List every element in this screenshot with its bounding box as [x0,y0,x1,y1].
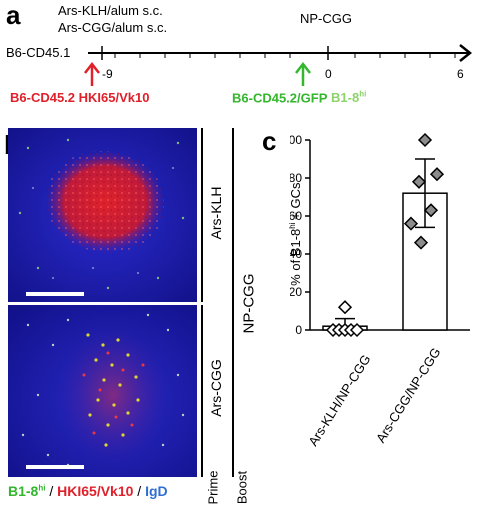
data-point [411,174,427,189]
transfer-arrowhead-red [84,61,100,74]
legend-hki: HKI65/Vk10 [57,483,134,499]
timeline-axis [84,44,473,86]
strain-label: B6-CD45.1 [6,45,71,60]
micrograph-ars-cgg [8,305,197,477]
immunization-line-1: Ars-KLH/alum s.c. [58,3,163,18]
transfer-arrowhead-green [295,61,311,74]
legend-b18: B1-8hi [8,483,46,499]
boost-divider [232,128,234,477]
y-tick-label: 80 [290,171,302,185]
boost-column-label: Boost [234,470,250,505]
micrograph-ars-klh-image [18,138,185,290]
micrograph-legend: B1-8hi / HKI65/Vk10 / IgD [8,484,168,498]
y-tick-label: 40 [290,247,302,261]
legend-igd: IgD [145,483,168,499]
y-tick-label: 60 [290,209,302,223]
legend-sep-2: / [133,483,146,499]
data-point [417,132,433,148]
transfer-2-label: B6-CD45.2/GFP B1-8hi [232,90,367,106]
panel-c-letter: c [262,126,277,156]
immunization-line-2: Ars-CGG/alum s.c. [58,20,168,35]
gc-percentage-chart: 0 20 40 60 80 100 [290,132,470,338]
micrograph-ars-klh [8,128,197,302]
data-point [423,203,439,218]
data-point [337,300,353,315]
tick-label-6: 6 [457,67,464,81]
row-label-ars-cgg: Ars-CGG [208,359,224,417]
tick-label-0: 0 [325,67,332,81]
y-tick-label: 0 [295,323,302,337]
legend-sep-1: / [45,483,58,499]
x-label-ars-cgg: Ars-CGG/NP-CGG [372,344,444,446]
transfer-1-label: B6-CD45.2 HKI65/Vk10 [10,90,150,105]
row-label-ars-klh: Ars-KLH [208,186,224,240]
data-point [413,235,429,250]
prime-label: Prime [205,470,221,505]
data-point [349,322,365,338]
micrograph-ars-cgg-image [21,313,185,467]
data-point [403,216,419,231]
boost-label: NP-CGG [300,11,352,26]
transfer-2-part1: B6-CD45.2/GFP [232,90,328,106]
y-tick-label: 100 [290,133,302,147]
scale-bar [26,292,84,296]
row-divider-1 [201,128,203,302]
timeline-arrowhead [459,44,473,62]
data-point [429,167,445,182]
tick-label-minus9: -9 [102,67,113,81]
row-label-np-cgg: NP-CGG [240,273,258,334]
panel-a-letter: a [6,0,21,30]
scale-bar [26,465,84,469]
x-label-ars-klh: Ars-KLH/NP-CGG [305,351,374,449]
transfer-2-part2: B1-8hi [331,90,367,106]
row-divider-2 [201,305,203,477]
y-tick-label: 20 [290,285,302,299]
